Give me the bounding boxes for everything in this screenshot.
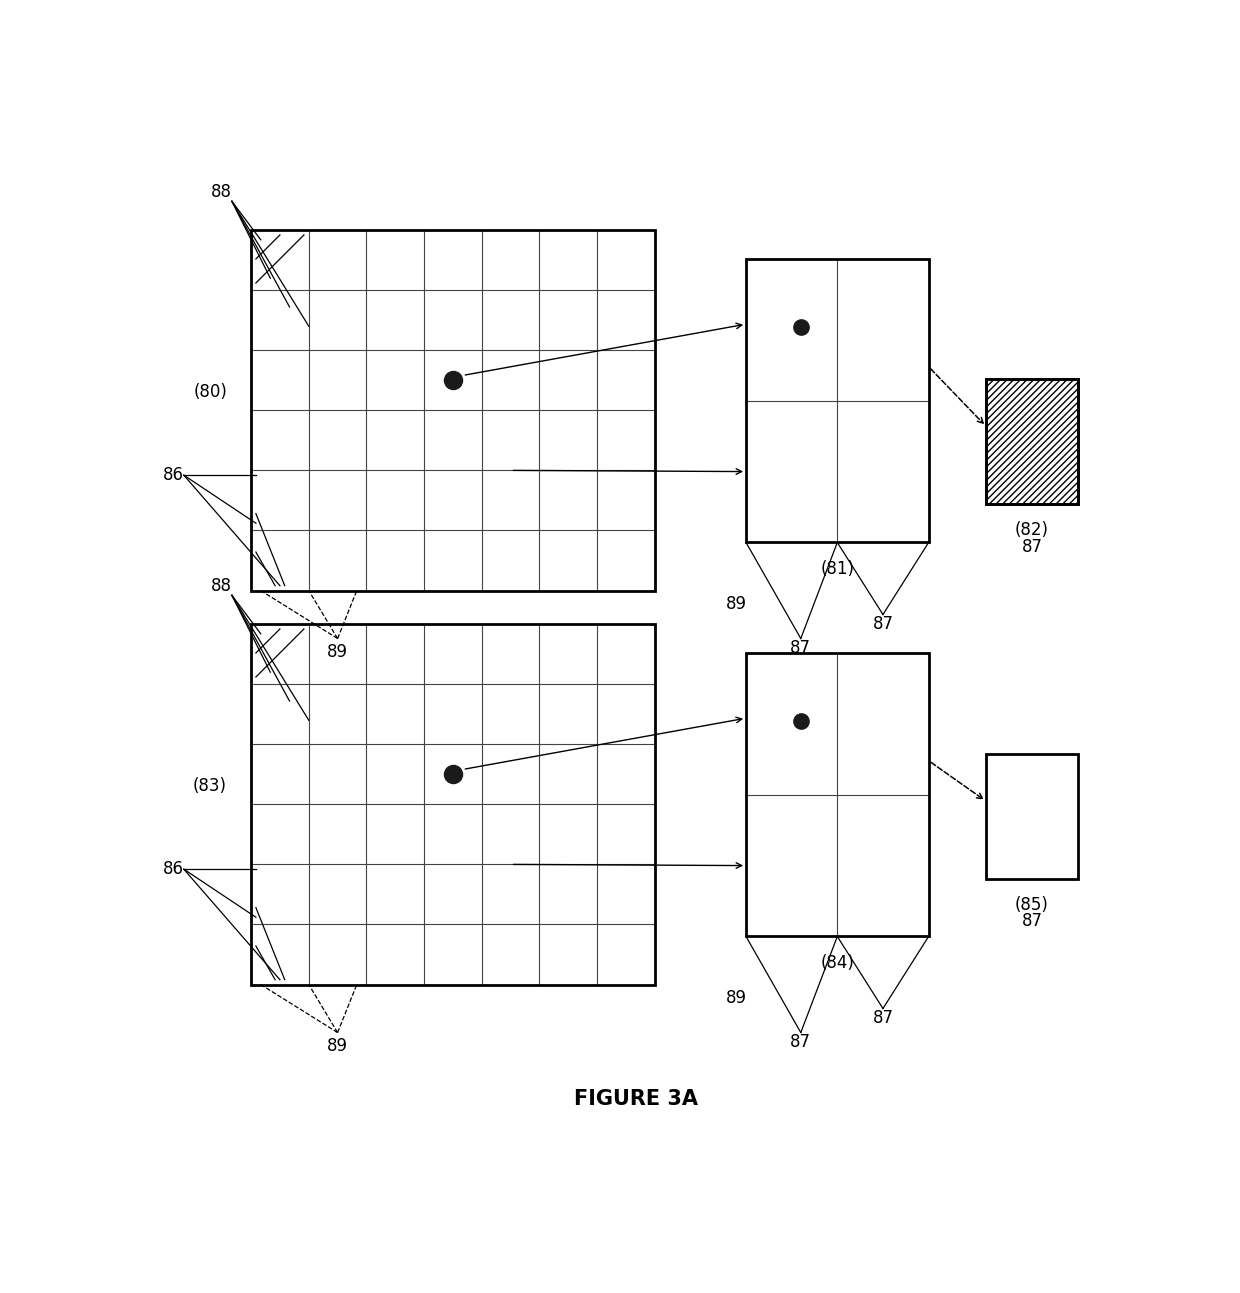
Text: (81): (81) [821, 560, 854, 578]
Text: 86: 86 [162, 860, 184, 878]
Text: 86: 86 [162, 467, 184, 484]
Text: 87: 87 [873, 1009, 894, 1027]
Text: (85): (85) [1016, 896, 1049, 914]
Bar [424, 804, 481, 865]
Bar [746, 653, 929, 936]
Text: (84): (84) [821, 954, 854, 972]
Bar [986, 379, 1078, 504]
Bar [539, 530, 598, 591]
Bar [837, 401, 929, 543]
Bar [596, 530, 655, 591]
Bar [986, 754, 1078, 879]
Bar [746, 259, 929, 543]
Text: 89: 89 [725, 989, 746, 1007]
Bar [250, 625, 655, 984]
Bar [746, 259, 929, 543]
Bar [481, 471, 539, 530]
Bar [481, 804, 539, 865]
Text: 88: 88 [211, 184, 232, 202]
Bar [596, 924, 655, 984]
Bar [539, 804, 598, 865]
Bar [424, 530, 481, 591]
Bar [250, 230, 655, 591]
Bar [424, 865, 481, 924]
Bar [986, 379, 1078, 504]
Text: 87: 87 [873, 614, 894, 632]
Bar [424, 924, 481, 984]
Text: 89: 89 [327, 1037, 348, 1055]
Text: 87: 87 [1022, 913, 1043, 931]
Bar [481, 865, 539, 924]
Bar [596, 471, 655, 530]
Bar [481, 530, 539, 591]
Bar [596, 410, 655, 471]
Bar [481, 924, 539, 984]
Bar [539, 410, 598, 471]
Text: 87: 87 [1022, 538, 1043, 556]
Text: (82): (82) [1014, 521, 1049, 539]
Bar [250, 230, 655, 591]
Bar [539, 471, 598, 530]
Bar [986, 754, 1078, 879]
Text: FIGURE 3A: FIGURE 3A [573, 1090, 697, 1109]
Bar [596, 804, 655, 865]
Text: 89: 89 [327, 644, 348, 661]
Bar [746, 653, 929, 936]
Bar [424, 471, 481, 530]
Bar [424, 410, 481, 471]
Text: (80): (80) [193, 383, 227, 401]
Text: 87: 87 [790, 639, 811, 657]
Bar [481, 410, 539, 471]
Bar [596, 865, 655, 924]
Bar [539, 865, 598, 924]
Text: 88: 88 [211, 577, 232, 595]
Text: 89: 89 [725, 595, 746, 613]
Text: 87: 87 [790, 1033, 811, 1050]
Bar [986, 379, 1078, 504]
Bar [250, 625, 655, 984]
Bar [539, 924, 598, 984]
Text: (83): (83) [193, 777, 227, 795]
